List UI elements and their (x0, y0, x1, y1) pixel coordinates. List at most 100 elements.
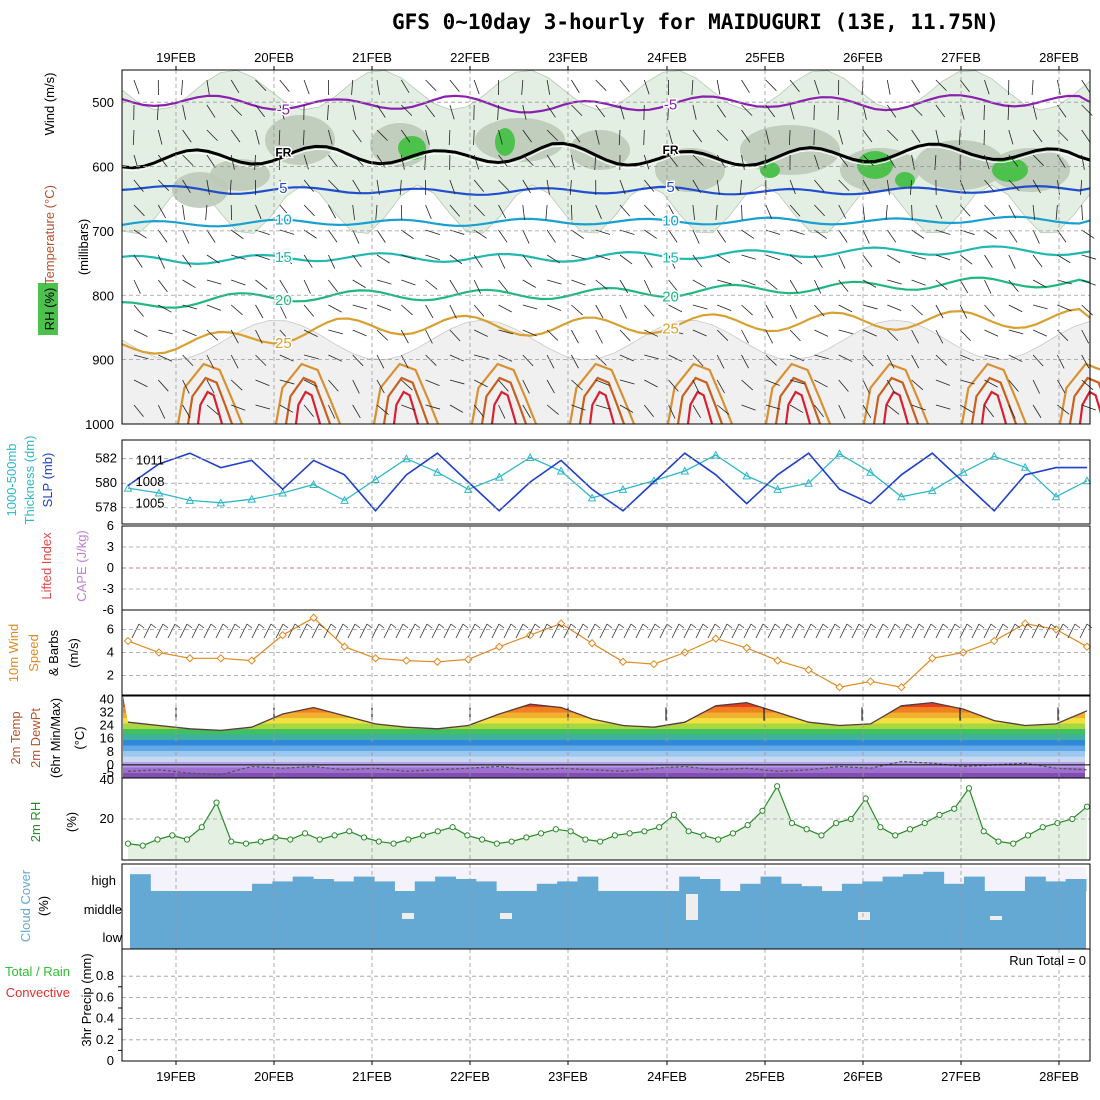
wind-barb (1081, 354, 1090, 369)
wind-barb (303, 254, 313, 268)
wind-barb (765, 79, 777, 91)
rh2m-point (375, 838, 382, 845)
cloud-bar-high (374, 881, 395, 891)
wind-barb (984, 254, 993, 268)
wind-barb (546, 229, 556, 243)
slp-axis-title: SLP (mb) (40, 453, 55, 508)
wind-barb (181, 79, 183, 95)
wind-barb (419, 623, 428, 639)
wind-barb (1008, 154, 1019, 167)
pressure-tick-label: 800 (92, 288, 114, 303)
wind-barb (401, 379, 413, 391)
wind-barb (287, 623, 296, 639)
wind-barb (352, 179, 361, 194)
wind-barb (133, 79, 140, 95)
wind-barb (623, 623, 632, 639)
wind-barb (862, 304, 878, 310)
wind-barb (230, 129, 241, 143)
wind-barb (546, 404, 559, 415)
lifted-tick-label: 3 (107, 539, 114, 554)
wind-barb (376, 104, 386, 118)
temperature-axis-title: Temperature (°C) (42, 185, 57, 285)
wind-barb (692, 279, 707, 288)
wind-barb-flag (714, 623, 721, 629)
wind-barb (1057, 254, 1071, 264)
wind-barb (359, 623, 368, 639)
wind-barb (767, 623, 776, 639)
wind-barb (984, 229, 998, 239)
thickness-point (587, 493, 597, 502)
rh2m-point (228, 838, 235, 845)
wind-barb (279, 254, 293, 265)
wind-speed-point (556, 619, 566, 628)
warm-contour (186, 376, 234, 425)
wind-barb (667, 104, 669, 120)
wind-barb (595, 404, 611, 410)
wind-barb (278, 129, 281, 146)
wind-barb (522, 229, 530, 244)
wind-barb (182, 279, 196, 289)
top-date-label: 22FEB (450, 50, 490, 65)
bottom-date-label: 25FEB (745, 1069, 785, 1084)
wind-barb (619, 254, 633, 265)
wind-barb (571, 104, 583, 116)
wind-barb (935, 623, 944, 639)
wind-barb (473, 154, 480, 170)
wind-barb (407, 623, 416, 639)
wind-barb (959, 404, 974, 413)
wind-barb (643, 79, 650, 95)
thickness-point (154, 488, 164, 497)
wind-barb-flag (378, 623, 385, 629)
wind-barb (668, 229, 678, 243)
wind-barb (521, 79, 524, 95)
wind-barb (862, 179, 871, 194)
wind-barb (885, 204, 888, 220)
wind-barb (789, 279, 799, 294)
wind-barb (862, 104, 867, 120)
wind-barb (644, 379, 658, 388)
cloud-level-middle: middle (84, 902, 122, 917)
wind-barb-flag (630, 623, 637, 629)
wind-barb-flag (786, 623, 793, 629)
wind-barb-flag (210, 623, 217, 629)
wind-barb (133, 179, 144, 192)
wind-barb (707, 623, 716, 639)
wind-barb (1081, 254, 1097, 260)
wind-barb (716, 254, 731, 264)
wind-barb (498, 179, 510, 191)
wind-barb (449, 204, 461, 217)
wind-barb (643, 279, 652, 294)
wind-barb (206, 354, 215, 369)
bottom-date-label: 22FEB (450, 1069, 490, 1084)
wind-barb (1081, 329, 1089, 344)
wind-barb (279, 304, 287, 319)
cloud-gap (858, 912, 870, 920)
wind-speed-point (185, 654, 195, 663)
wind-barb (255, 79, 267, 91)
wind-speed-point (278, 630, 287, 640)
wind-barb (328, 354, 343, 362)
wind-barb (911, 404, 926, 411)
cloud-bar-high (313, 879, 334, 891)
wind-barb (449, 379, 465, 385)
warm-contour (490, 390, 518, 425)
wind-barb (425, 129, 430, 145)
wind-barb-flag (618, 623, 625, 629)
pressure-tick-label: 600 (92, 160, 114, 175)
wind-barb (449, 404, 464, 413)
wind-barb (1008, 329, 1024, 335)
dewpoint-line (127, 760, 1088, 776)
wind-barb (789, 204, 801, 217)
warm-contour (862, 362, 930, 425)
rh-shading-high (495, 128, 515, 156)
pressure-tick-label: 700 (92, 224, 114, 239)
wind-barb-flag (450, 623, 457, 629)
wind-barb (741, 154, 745, 170)
wind-barb-flag (474, 623, 481, 629)
wind-barb (351, 79, 354, 95)
cloud-bar-high (557, 881, 578, 891)
top-date-label: 23FEB (548, 50, 588, 65)
wind-barb (644, 329, 659, 337)
wind-barb (716, 329, 729, 341)
rh2m-unit-title: (%) (64, 812, 79, 832)
